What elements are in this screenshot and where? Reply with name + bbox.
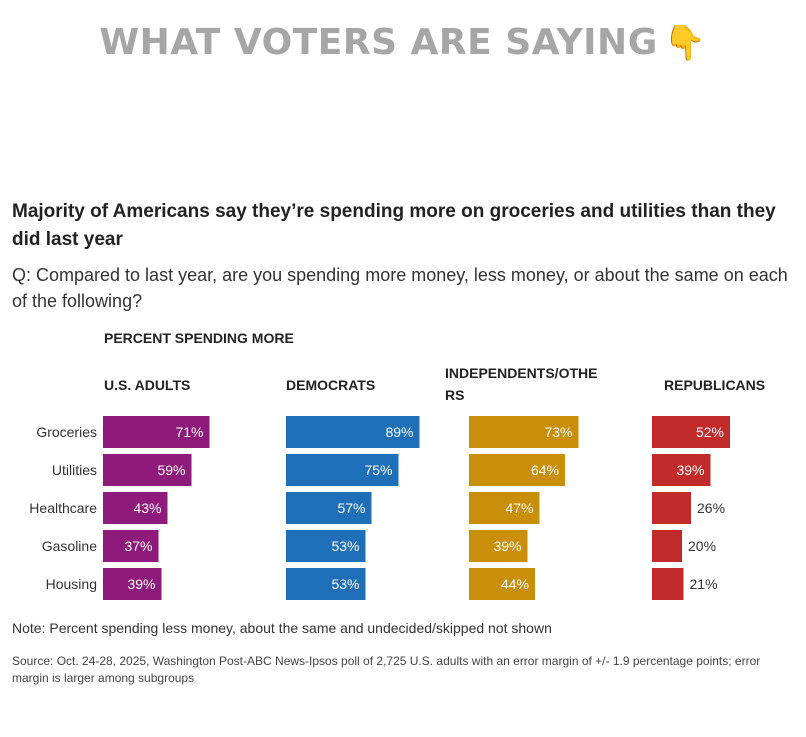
- data-label-republicans-utilities: 39%: [676, 462, 704, 478]
- data-label-democrats-gasoline: 53%: [331, 538, 359, 554]
- bar-democrats-gasoline: [286, 530, 366, 562]
- data-label-u-s-adults-gasoline: 37%: [124, 538, 152, 554]
- data-label-u-s-adults-utilities: 59%: [157, 462, 185, 478]
- data-label-u-s-adults-groceries: 71%: [175, 424, 203, 440]
- bar-u-s-adults-housing: [103, 568, 162, 600]
- bar-democrats-groceries: [286, 416, 420, 448]
- chart-subtitle: Q: Compared to last year, are you spendi…: [12, 265, 788, 311]
- column-header-independents-line-1: INDEPENDENTS/OTHE: [445, 365, 598, 381]
- bar-independents-others-healthcare: [469, 492, 540, 524]
- column-header-us-adults: U.S. ADULTS: [104, 377, 191, 393]
- data-label-independents-others-utilities: 64%: [531, 462, 559, 478]
- data-label-u-s-adults-housing: 39%: [127, 576, 155, 592]
- data-label-republicans-groceries: 52%: [696, 424, 724, 440]
- bar-independents-others-housing: [469, 568, 535, 600]
- bar-independents-others-groceries: [469, 416, 579, 448]
- bar-republicans-utilities: [652, 454, 711, 486]
- bar-u-s-adults-utilities: [103, 454, 192, 486]
- data-label-democrats-healthcare: 57%: [337, 500, 365, 516]
- bar-republicans-gasoline: [652, 530, 682, 562]
- column-header-republicans: REPUBLICANS: [664, 377, 766, 393]
- bar-independents-others-utilities: [469, 454, 565, 486]
- bar-republicans-housing: [652, 568, 684, 600]
- bar-u-s-adults-groceries: [103, 416, 210, 448]
- bar-republicans-groceries: [652, 416, 730, 448]
- pointing-down-hand-icon: 👇: [663, 23, 707, 63]
- bar-republicans-healthcare: [652, 492, 691, 524]
- value-label: PERCENT SPENDING MORE: [104, 330, 294, 346]
- column-header-independents-line-2: RS: [445, 387, 465, 403]
- banner-text: WHAT VOTERS ARE SAYING: [99, 22, 658, 63]
- data-label-republicans-housing: 21%: [690, 576, 718, 592]
- category-label-gasoline: Gasoline: [41, 538, 97, 554]
- banner-heading: WHAT VOTERS ARE SAYING 👇: [0, 22, 806, 63]
- data-label-republicans-gasoline: 20%: [688, 538, 716, 554]
- data-label-u-s-adults-healthcare: 43%: [133, 500, 161, 516]
- bar-democrats-healthcare: [286, 492, 372, 524]
- data-label-democrats-groceries: 89%: [385, 424, 413, 440]
- data-label-independents-others-groceries: 73%: [544, 424, 572, 440]
- data-label-independents-others-housing: 44%: [501, 576, 529, 592]
- bar-u-s-adults-gasoline: [103, 530, 159, 562]
- category-label-healthcare: Healthcare: [29, 500, 97, 516]
- category-label-housing: Housing: [45, 576, 97, 592]
- category-label-utilities: Utilities: [51, 462, 97, 478]
- data-label-democrats-utilities: 75%: [364, 462, 392, 478]
- data-label-republicans-healthcare: 26%: [697, 500, 725, 516]
- data-label-independents-others-healthcare: 47%: [505, 500, 533, 516]
- data-label-democrats-housing: 53%: [331, 576, 359, 592]
- data-label-independents-others-gasoline: 39%: [493, 538, 521, 554]
- bar-u-s-adults-healthcare: [103, 492, 168, 524]
- bar-democrats-housing: [286, 568, 366, 600]
- bar-democrats-utilities: [286, 454, 399, 486]
- category-label-groceries: Groceries: [36, 424, 97, 440]
- column-header-independents: INDEPENDENTS/OTHE RS: [445, 362, 597, 406]
- chart-source: Source: Oct. 24-28, 2025, Washington Pos…: [12, 654, 761, 685]
- chart-title: Majority of Americans say they’re spendi…: [12, 201, 776, 250]
- bar-independents-others-gasoline: [469, 530, 528, 562]
- column-header-democrats: DEMOCRATS: [286, 377, 376, 393]
- chart-note: Note: Percent spending less money, about…: [12, 620, 552, 636]
